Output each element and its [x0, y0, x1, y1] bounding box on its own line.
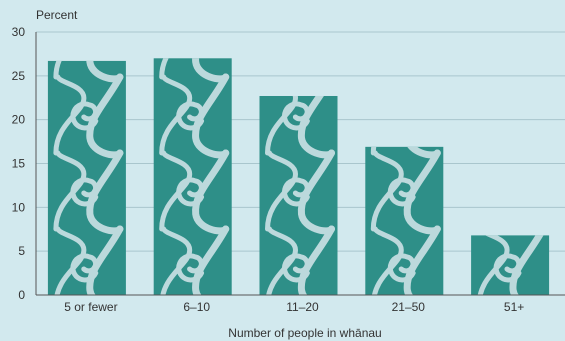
- bar-pattern: [477, 235, 544, 296]
- y-tick-label: 20: [12, 113, 26, 127]
- bar-pattern: [265, 95, 335, 295]
- x-tick-label: 21–50: [392, 300, 426, 314]
- x-tick-label: 5 or fewer: [64, 300, 117, 314]
- bar-pattern: [370, 146, 441, 295]
- bar-group: [365, 146, 444, 295]
- bar-pattern: [53, 60, 124, 296]
- x-axis-title: Number of people in whānau: [228, 326, 381, 340]
- y-axis-title: Percent: [36, 8, 78, 22]
- bar-group: [47, 60, 126, 296]
- bar-group: [471, 235, 550, 296]
- x-tick-label: 51+: [504, 300, 524, 314]
- y-tick-label: 15: [12, 157, 26, 171]
- bar-group: [259, 95, 338, 295]
- bar-group: [153, 58, 232, 295]
- y-tick-label: 10: [12, 200, 26, 214]
- y-tick-label: 25: [12, 69, 26, 83]
- y-tick-label: 5: [18, 244, 25, 258]
- x-tick-label: 11–20: [286, 300, 319, 314]
- axes: 0 5 10 15 20 25 30 5 or fewer 6–10 11–20 21–50 51+: [12, 25, 565, 314]
- bar-pattern: [159, 58, 230, 295]
- x-tick-label: 6–10: [183, 300, 210, 314]
- bars: [47, 58, 550, 296]
- y-tick-label: 30: [12, 25, 26, 39]
- bar: [153, 58, 232, 295]
- y-tick-label: 0: [18, 288, 25, 302]
